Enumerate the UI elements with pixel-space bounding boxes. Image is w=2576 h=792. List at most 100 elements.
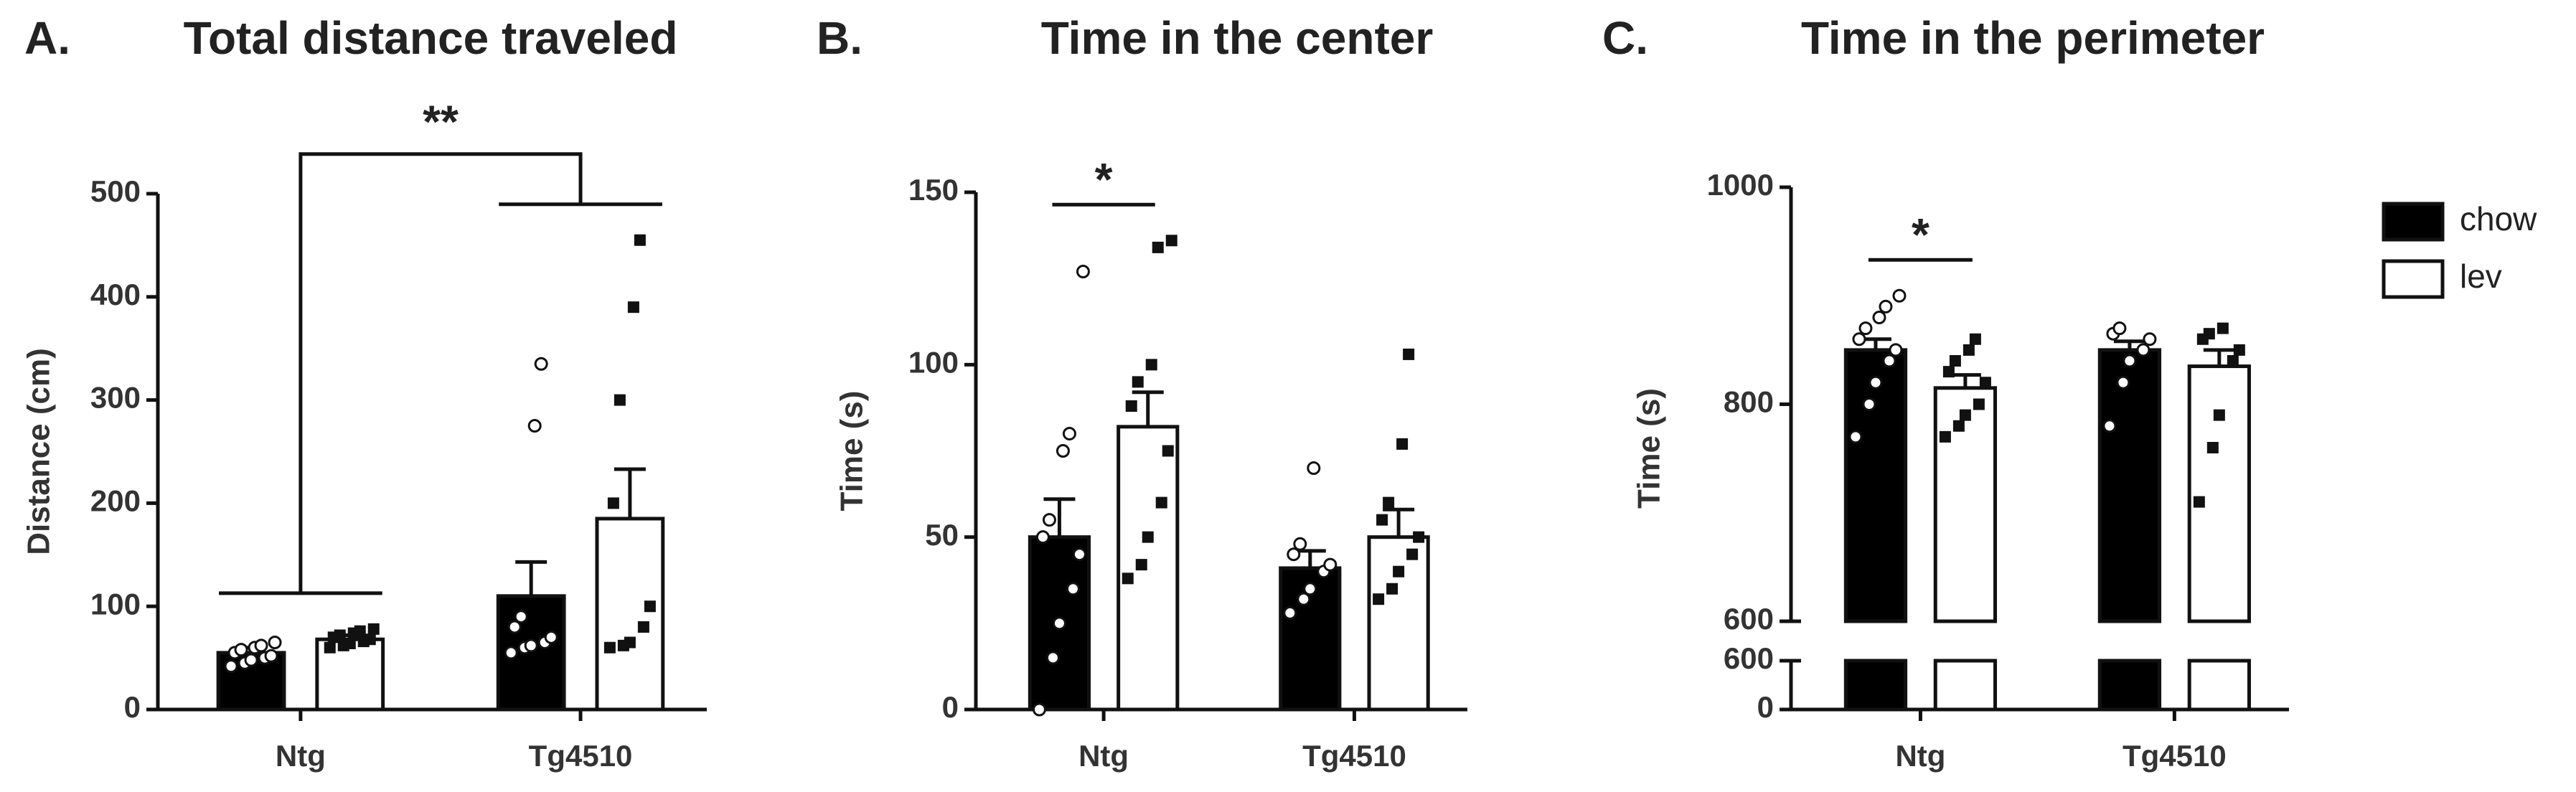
- bar-lower-segment: [2187, 659, 2251, 712]
- panel-title: Time in the center: [1041, 12, 1434, 64]
- data-point: [1973, 398, 1985, 410]
- data-point: [524, 638, 538, 653]
- legend-swatch: [2382, 259, 2445, 299]
- y-tick-label: 50: [925, 518, 959, 552]
- bar: [2097, 348, 2162, 623]
- x-tick-label: Ntg: [276, 739, 326, 773]
- data-point: [2116, 375, 2130, 390]
- data-point: [367, 623, 380, 635]
- data-point: [1297, 592, 1311, 606]
- data-point: [1032, 702, 1046, 717]
- y-tick-label: 500: [90, 174, 141, 208]
- y-tick-label: 200: [90, 484, 141, 517]
- data-point: [1942, 366, 1955, 378]
- data-point: [1307, 461, 1321, 476]
- y-tick-label: 800: [1724, 385, 1774, 419]
- data-point: [603, 641, 616, 654]
- data-point: [1852, 332, 1866, 346]
- y-axis-label: Distance (cm): [22, 348, 57, 555]
- significance-text: *: [1095, 154, 1113, 205]
- y-tick-label: 600: [1724, 602, 1774, 636]
- bar: [595, 517, 665, 712]
- bar: [1933, 386, 1998, 623]
- panel-label: A.: [24, 12, 70, 64]
- error-bar: [1132, 390, 1164, 427]
- data-point: [1056, 444, 1070, 458]
- error-bar: [2113, 339, 2145, 350]
- data-point: [1396, 438, 1409, 450]
- y-tick-label: 0: [124, 690, 141, 724]
- data-point: [1962, 344, 1975, 356]
- data-point: [2112, 321, 2127, 336]
- data-point: [1959, 409, 1971, 421]
- significance-bracket: [299, 152, 583, 593]
- x-tick-label: Tg4510: [1302, 739, 1406, 773]
- data-point: [1066, 582, 1080, 596]
- data-point: [2206, 442, 2219, 453]
- data-point: [1383, 496, 1395, 509]
- bar: [1367, 535, 1430, 712]
- data-point: [2102, 419, 2117, 433]
- data-point: [1393, 565, 1405, 578]
- data-point: [1373, 593, 1385, 605]
- data-point: [234, 643, 248, 657]
- data-point: [1052, 616, 1066, 631]
- panel-title: Time in the perimeter: [1801, 12, 2265, 64]
- y-tick-label: 600: [1724, 641, 1774, 675]
- legend-label: chow: [2460, 200, 2537, 237]
- data-point: [1155, 496, 1167, 509]
- data-point: [514, 610, 528, 624]
- x-tick-label: Tg4510: [2123, 739, 2227, 773]
- data-point: [1042, 513, 1056, 527]
- bar-lower-segment: [1843, 659, 1908, 712]
- error-bar: [1294, 549, 1326, 568]
- error-bar: [614, 467, 646, 519]
- data-point: [1283, 605, 1297, 620]
- data-point: [1125, 400, 1137, 412]
- data-point: [1969, 333, 1981, 345]
- data-point: [354, 625, 366, 637]
- data-point: [637, 621, 649, 633]
- x-tick-label: Tg4510: [529, 739, 633, 773]
- legend-label: lev: [2460, 258, 2502, 295]
- data-point: [1132, 376, 1144, 388]
- data-point: [244, 653, 258, 667]
- data-point: [1145, 359, 1157, 371]
- data-point: [1035, 530, 1050, 544]
- data-point: [224, 659, 238, 674]
- data-point: [2213, 409, 2225, 421]
- data-point: [1939, 430, 1951, 443]
- data-point: [634, 234, 646, 246]
- error-bar: [515, 560, 547, 596]
- data-point: [1892, 288, 1907, 303]
- panel-label: C.: [1602, 12, 1648, 64]
- data-point: [507, 620, 522, 634]
- data-point: [2227, 355, 2239, 367]
- data-point: [264, 649, 278, 663]
- data-point: [1872, 311, 1886, 324]
- data-point: [1152, 241, 1164, 253]
- significance-text: **: [423, 96, 459, 148]
- data-point: [1882, 354, 1896, 368]
- x-tick-label: Ntg: [1078, 739, 1129, 773]
- data-point: [268, 636, 282, 650]
- significance-text: *: [1912, 209, 1929, 260]
- data-point: [344, 637, 356, 649]
- y-axis-label: Time (s): [1632, 388, 1667, 509]
- data-point: [1062, 426, 1076, 440]
- data-point: [614, 394, 626, 406]
- data-point: [1142, 531, 1154, 543]
- data-point: [544, 630, 558, 644]
- data-point: [607, 497, 619, 509]
- data-point: [324, 641, 336, 654]
- data-point: [1949, 355, 1961, 367]
- data-point: [1303, 582, 1317, 596]
- data-point: [534, 357, 548, 371]
- y-tick-label: 400: [90, 278, 141, 311]
- data-point: [1979, 377, 1991, 389]
- data-point: [1072, 547, 1086, 562]
- data-point: [1386, 583, 1399, 595]
- error-bar: [1383, 507, 1415, 537]
- data-point: [527, 419, 542, 433]
